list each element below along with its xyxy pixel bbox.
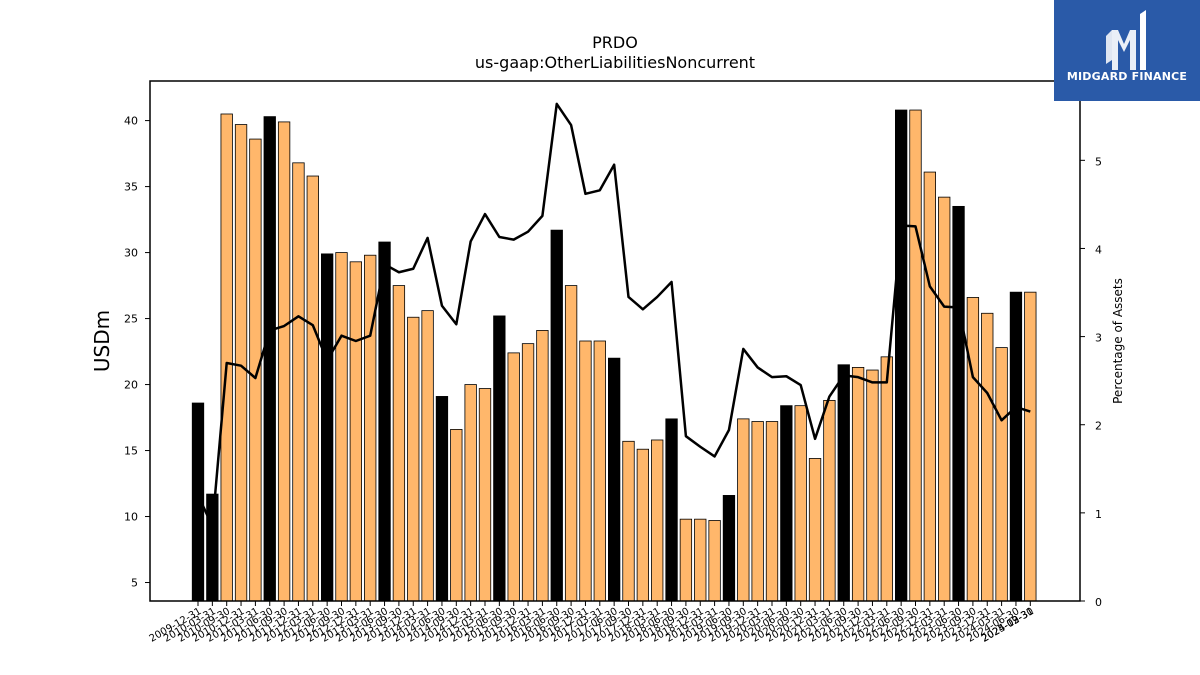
bar xyxy=(407,316,420,602)
bar xyxy=(880,356,893,602)
bar xyxy=(708,520,721,602)
bar xyxy=(450,429,463,602)
bar-series xyxy=(191,109,1037,602)
y2-tick-label: 5 xyxy=(1095,155,1102,168)
bar xyxy=(263,116,276,602)
chart-subtitle: us-gaap:OtherLiabilitiesNoncurrent xyxy=(475,53,755,72)
bar xyxy=(651,439,664,602)
bar xyxy=(335,252,348,602)
bar xyxy=(378,241,391,602)
bar xyxy=(421,310,434,602)
bar xyxy=(895,109,908,602)
bar xyxy=(536,330,549,602)
bar xyxy=(866,369,879,602)
y-tick-label: 20 xyxy=(124,379,138,392)
bar xyxy=(579,340,592,602)
bar xyxy=(478,388,492,602)
bar xyxy=(608,357,621,602)
bar xyxy=(564,285,578,602)
bar xyxy=(794,405,807,602)
bar xyxy=(722,495,736,602)
bar xyxy=(636,448,649,602)
bar xyxy=(435,396,449,602)
bar xyxy=(349,261,363,602)
y2-tick-label: 0 xyxy=(1095,596,1102,609)
chart-title: PRDO xyxy=(592,33,638,52)
bar xyxy=(306,175,319,602)
y-tick-label: 15 xyxy=(124,445,138,458)
y-tick-label: 40 xyxy=(124,115,138,128)
bar xyxy=(923,171,936,602)
line-series xyxy=(196,102,1031,528)
bar xyxy=(823,399,836,602)
bar xyxy=(665,418,678,602)
y2-tick-label: 3 xyxy=(1095,332,1102,345)
line-path xyxy=(196,102,1031,528)
bar xyxy=(1024,291,1037,602)
bar xyxy=(249,138,262,602)
bar xyxy=(909,109,922,602)
bar xyxy=(292,162,305,602)
bar xyxy=(679,518,693,602)
bar xyxy=(392,285,406,602)
y-tick-label: 35 xyxy=(124,181,138,194)
bar xyxy=(464,384,477,602)
y-tick-label: 25 xyxy=(124,313,138,326)
bar xyxy=(938,196,951,602)
logo-text: MIDGARD FINANCE xyxy=(1066,70,1188,83)
bar xyxy=(851,366,865,602)
bar xyxy=(694,518,707,602)
bar xyxy=(780,405,793,602)
bar xyxy=(622,440,635,602)
y2-tick-label: 2 xyxy=(1095,420,1102,433)
bar xyxy=(837,364,850,602)
logo: MIDGARD FINANCE xyxy=(1054,0,1200,101)
bar xyxy=(981,312,994,602)
bar xyxy=(550,229,563,602)
midgard-logo-icon xyxy=(1106,10,1146,70)
bar xyxy=(493,315,506,602)
y2-axis-title: Percentage of Assets xyxy=(1111,278,1125,404)
bar xyxy=(320,253,334,602)
plot-frame xyxy=(149,80,1081,602)
bar xyxy=(737,418,750,602)
bar xyxy=(808,458,822,602)
bar xyxy=(995,347,1008,602)
bar xyxy=(220,113,233,602)
bar xyxy=(751,421,764,602)
bar xyxy=(364,254,377,602)
bar xyxy=(521,343,535,602)
y-tick-label: 10 xyxy=(124,511,138,524)
bar xyxy=(966,297,980,602)
bar xyxy=(234,124,248,602)
bar xyxy=(952,205,965,602)
bar xyxy=(593,340,606,602)
y-axis-title: USDm xyxy=(90,310,114,372)
y2-tick-label: 4 xyxy=(1095,243,1102,256)
bar xyxy=(765,421,779,602)
bar xyxy=(1009,291,1023,602)
bar xyxy=(206,493,219,602)
y-tick-label: 30 xyxy=(124,247,138,260)
y2-tick-label: 1 xyxy=(1095,508,1102,521)
axes: 5101520253035400123452009-12-312010-03-3… xyxy=(124,115,1102,645)
y-tick-label: 5 xyxy=(131,577,138,590)
bar xyxy=(277,121,291,602)
bar xyxy=(507,352,520,602)
